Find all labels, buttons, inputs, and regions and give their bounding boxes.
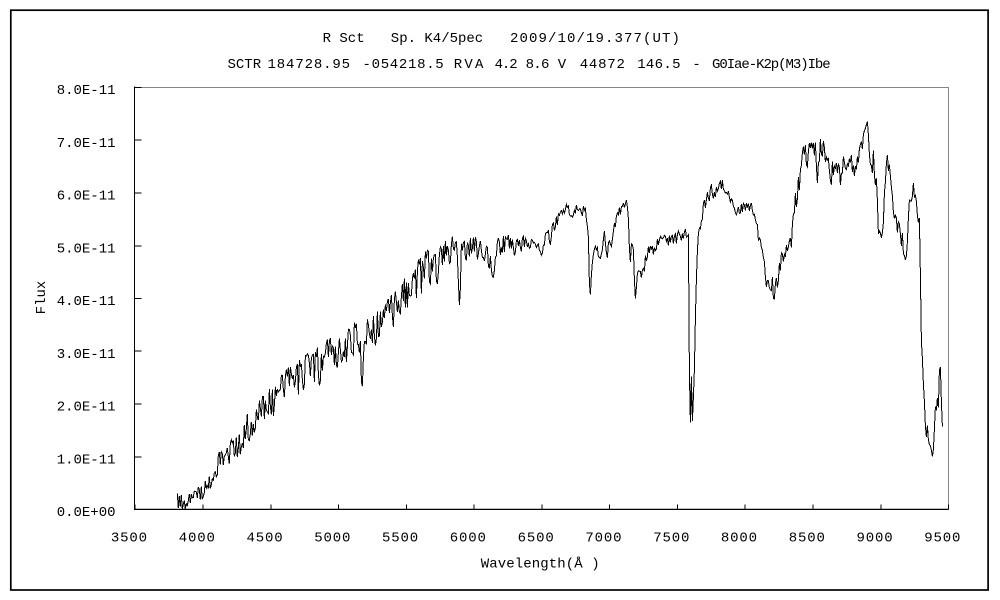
svg-text:R Sct: R Sct xyxy=(323,31,365,47)
svg-text:146.5: 146.5 xyxy=(637,57,681,73)
svg-text:7.0E-11: 7.0E-11 xyxy=(57,136,116,152)
svg-text:5500: 5500 xyxy=(382,531,419,547)
svg-text:SCTR: SCTR xyxy=(228,57,262,73)
svg-text:-: - xyxy=(692,57,700,73)
svg-text:0.0E+00: 0.0E+00 xyxy=(57,505,116,521)
svg-text:3.0E-11: 3.0E-11 xyxy=(57,347,116,363)
svg-text:6.0E-11: 6.0E-11 xyxy=(57,189,116,205)
svg-text:2.0E-11: 2.0E-11 xyxy=(57,400,116,416)
svg-text:1.0E-11: 1.0E-11 xyxy=(57,452,116,468)
svg-text:-054218.5: -054218.5 xyxy=(363,57,445,73)
svg-text:3500: 3500 xyxy=(111,531,148,547)
svg-text:6000: 6000 xyxy=(450,531,487,547)
svg-text:7500: 7500 xyxy=(653,531,690,547)
svg-text:5000: 5000 xyxy=(314,531,351,547)
svg-text:2009/10/19.377(UT): 2009/10/19.377(UT) xyxy=(510,31,681,47)
svg-text:4.2: 4.2 xyxy=(495,57,518,73)
svg-text:8500: 8500 xyxy=(789,531,826,547)
svg-text:184728.95: 184728.95 xyxy=(268,57,351,73)
svg-text:4.0E-11: 4.0E-11 xyxy=(57,294,116,310)
svg-text:4000: 4000 xyxy=(179,531,216,547)
svg-text:4500: 4500 xyxy=(246,531,283,547)
svg-text:G0Iae-K2p(M3)Ibe: G0Iae-K2p(M3)Ibe xyxy=(712,57,830,73)
svg-text:Flux: Flux xyxy=(34,281,50,315)
svg-text:8000: 8000 xyxy=(721,531,758,547)
svg-text:5.0E-11: 5.0E-11 xyxy=(57,241,116,257)
svg-text:Wavelength(Å ): Wavelength(Å ) xyxy=(481,556,600,573)
svg-text:8.6: 8.6 xyxy=(526,57,549,73)
svg-text:V: V xyxy=(558,57,567,73)
svg-text:7000: 7000 xyxy=(585,531,622,547)
svg-text:6500: 6500 xyxy=(518,531,555,547)
svg-text:9500: 9500 xyxy=(924,531,961,547)
svg-text:Sp. K4/5pec: Sp. K4/5pec xyxy=(391,31,483,47)
svg-text:8.0E-11: 8.0E-11 xyxy=(57,83,116,99)
svg-text:44872: 44872 xyxy=(580,57,626,73)
svg-text:RVA: RVA xyxy=(454,57,486,73)
svg-text:9000: 9000 xyxy=(856,531,893,547)
